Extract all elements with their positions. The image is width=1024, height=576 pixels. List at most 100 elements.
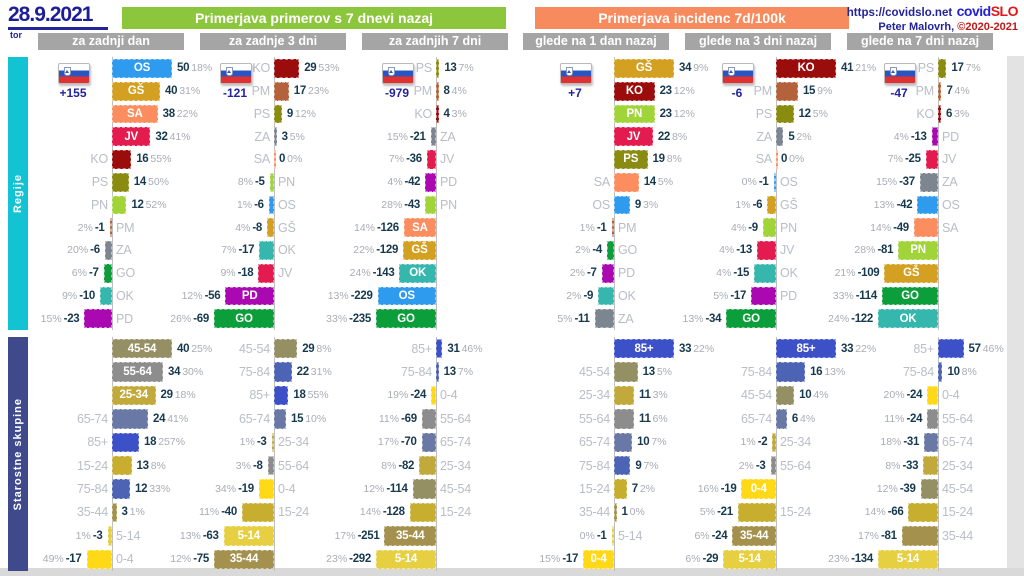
bar-value: 10 [637, 436, 650, 449]
bar-pct: 9% [817, 85, 833, 98]
bar-label: 55-64 [780, 458, 811, 473]
bar-value: -134 [851, 553, 873, 566]
bar-pct: 15% [386, 130, 408, 143]
bar-value-and-pct: 22 31% [295, 360, 332, 383]
bar-label: OS [592, 197, 610, 212]
section-label-regije: Regije [8, 57, 28, 330]
bar-pct: 5% [713, 289, 729, 302]
bar-75-84 [938, 362, 943, 382]
bar-g-: GŠ [884, 263, 938, 283]
bar-label: KO [90, 152, 108, 167]
bar-value: 19 [652, 153, 666, 166]
period-header-2: za zadnje 3 dni [200, 33, 346, 50]
report-date: 28.9.2021 [8, 3, 108, 30]
bar-pct: 31% [310, 366, 332, 379]
bar-value-and-pct: 12 33% [133, 477, 170, 500]
bar-value-and-pct: 15 9% [801, 80, 832, 103]
bar-row: 45-54 10 4% [684, 384, 846, 407]
bar-pct: 3% [642, 198, 659, 211]
bar-value-and-pct: 12% -39 [877, 477, 918, 500]
bar-65-74 [274, 409, 286, 429]
flag-crest [226, 67, 233, 76]
bar-value: 1 [621, 506, 628, 519]
bar-label: 85+ [913, 341, 934, 356]
axis-line [776, 337, 777, 571]
bar-value: -24 [906, 389, 923, 402]
bar-value-and-pct: 1% -2 [741, 431, 770, 454]
bar-os [773, 172, 776, 192]
bar-pct: 2% [796, 130, 812, 143]
bar-value-and-pct: 1% -3 [240, 431, 269, 454]
flag-crest [566, 67, 573, 76]
bar-value-and-pct: 34% -19 [215, 477, 256, 500]
bar-value-and-pct: 17% -70 [378, 431, 419, 454]
bar-value-and-pct: 14% -66 [865, 501, 906, 524]
axis-line [614, 57, 615, 330]
bar-row: 45-54 13 5% [522, 360, 684, 383]
bar-value-and-pct: 14% -128 [360, 501, 407, 524]
chart-panel: GŠ 34 9% KO 23 12% PN 23 12% JV 22 8% PS 19 8% SA 14 5% OS… [522, 57, 708, 330]
bar-label: GŠ [278, 220, 296, 235]
bar-label: 25-34 [440, 458, 471, 473]
bar-row: 65-74 15 10% [198, 407, 360, 430]
site-url-link[interactable]: https://covidslo.net [846, 7, 953, 19]
bar-label: GO [235, 312, 253, 325]
bar-value-and-pct: 23 12% [658, 80, 695, 103]
bar-pct: 4% [731, 221, 747, 234]
bar-label: ZA [440, 129, 456, 144]
bar-row: 45-54 12% -114 [360, 477, 522, 500]
bar-pct: 13% [824, 366, 846, 379]
bar-pct: 1% [236, 198, 253, 211]
bar-value-and-pct: 14 5% [642, 171, 673, 194]
bar-label: OS [133, 62, 151, 75]
bar-value: 23 [659, 85, 673, 98]
bar-pct: 7% [887, 153, 903, 166]
bar-g-: GŠ [403, 241, 436, 260]
bar-value-and-pct: 29 18% [159, 384, 196, 407]
bar-row: 65-74 6 4% [684, 407, 846, 430]
bar-row: GO 26% -69 [170, 307, 360, 330]
bar-label: 75-84 [77, 482, 108, 497]
bar-pct: 11% [884, 412, 905, 425]
bar-row: JV 9% -18 [198, 262, 360, 285]
bar-value-and-pct: 4% -8 [235, 216, 264, 239]
bar-pct: 55% [307, 389, 329, 402]
bar-pd [931, 127, 938, 146]
bar-value: -69 [193, 312, 209, 325]
bar-pct: 2% [569, 267, 586, 280]
bar-label: GŠ [780, 197, 798, 212]
bar-jv: JV [614, 127, 653, 146]
bar-value-and-pct: 1% -6 [735, 194, 764, 217]
bar-pct: 12% [363, 483, 385, 496]
bar-value: 22 [657, 130, 671, 143]
bar-row: PM 7 4% [846, 80, 1008, 103]
bar-pct: 4% [813, 389, 829, 402]
bar-row: PD 15% -23 [36, 307, 198, 330]
bar-pct: 25% [191, 342, 213, 355]
chart-panel: 85+ 33 22% 45-54 13 5% 25-34 11 3% 55-64 11 6% 65-74… [522, 337, 714, 571]
bar-label: 25-34 [119, 389, 149, 402]
bar-value-and-pct: 2% -7 [570, 262, 599, 285]
bar-row: 75-84 16 13% [684, 360, 846, 383]
bar-value-and-pct: 12 52% [129, 194, 166, 217]
bar-row: 25-34 1% -2 [684, 431, 846, 454]
bar-value: -7 [587, 267, 597, 280]
bar-row: SA 38 22% [36, 103, 198, 126]
bar-label: 85+ [634, 342, 654, 355]
bar-pct: 1% [735, 198, 751, 211]
bar-label: 25-34 [579, 388, 610, 403]
covidslo-logo[interactable]: covidSLO [957, 3, 1019, 19]
bar-value: 9 [286, 107, 293, 120]
bar-row: GŠ 1% -6 [684, 194, 846, 217]
bar-value: 17 [951, 62, 964, 75]
bar-row: GO 33% -235 [326, 307, 522, 330]
bar-value-and-pct: 0 0% [277, 148, 302, 171]
bar-row: PS 12 5% [684, 103, 846, 126]
national-total: -6 [731, 86, 743, 100]
bar-jv [756, 241, 776, 260]
bar-value: 0 [781, 153, 788, 166]
bar-label: 15-24 [278, 505, 309, 520]
bar-pct: 0% [629, 506, 645, 519]
bar-value: -66 [887, 506, 904, 519]
bar-value-and-pct: 29 8% [300, 337, 331, 360]
